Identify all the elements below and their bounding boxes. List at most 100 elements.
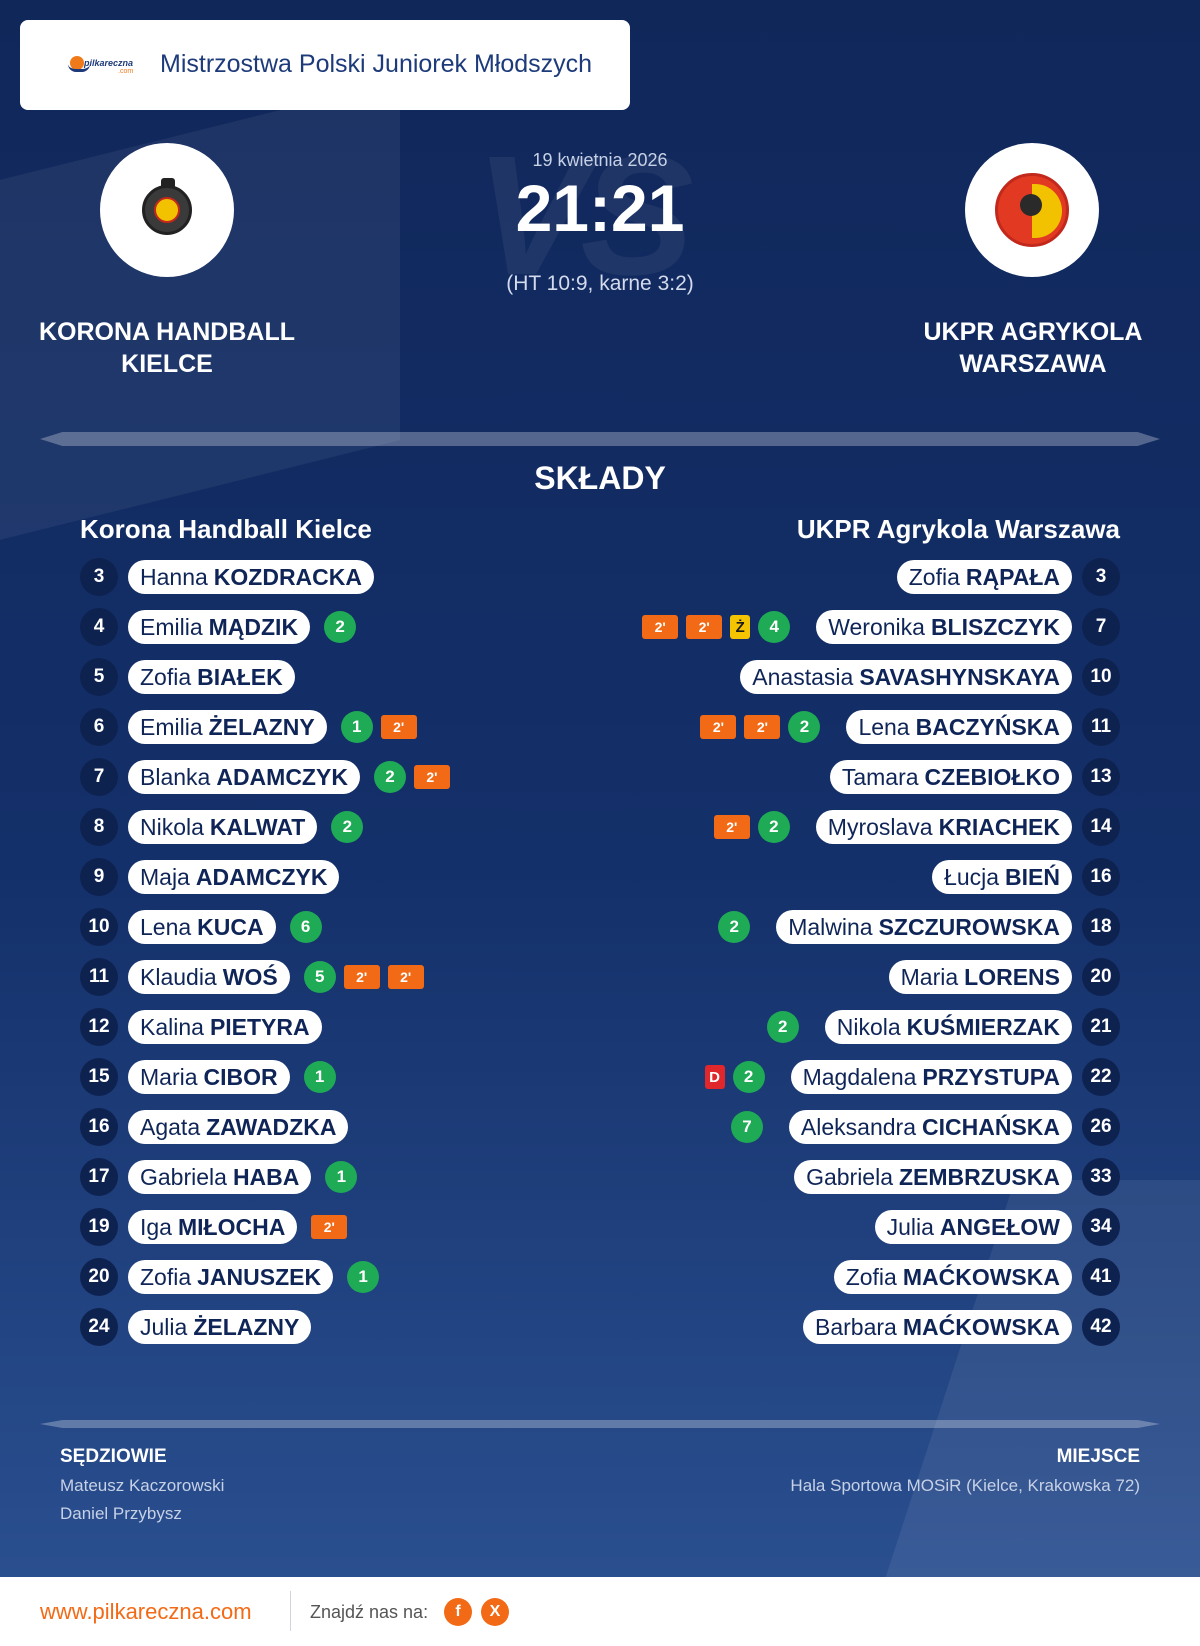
player-number: 16 [80, 1108, 118, 1146]
player-number: 3 [1082, 558, 1120, 596]
player-first-name: Hanna [140, 563, 208, 590]
player-first-name: Zofia [140, 663, 192, 690]
player-first-name: Blanka [140, 763, 211, 790]
home-team-crest [100, 143, 234, 277]
player-number: 20 [1082, 958, 1120, 996]
swoosh-icon [68, 64, 90, 72]
match-date: 19 kwietnia 2026 [532, 150, 668, 170]
player-last-name: PIETYRA [209, 1013, 310, 1040]
player-number: 21 [1082, 1008, 1120, 1046]
player-number: 24 [80, 1308, 118, 1346]
venue-value: Hala Sportowa MOSiR (Kielce, Krakowska 7… [790, 1476, 1140, 1495]
site-link[interactable]: www.pilkareczna.com [40, 1599, 252, 1624]
goals-badge: 7 [730, 1111, 763, 1143]
home-team-name-line1: KORONA HANDBALL [39, 318, 295, 346]
player-last-name: LORENS [964, 963, 1060, 990]
suspension-badge: 2' [744, 715, 781, 739]
player-last-name: ŻELAZNY [208, 713, 315, 740]
player-number: 14 [1082, 808, 1120, 846]
player-name: Kalina PIETYRA [128, 1010, 322, 1044]
away-team-name-line2: WARSZAWA [959, 350, 1107, 378]
player-name: Nikola KALWAT [128, 810, 318, 844]
player-number: 7 [1082, 608, 1120, 646]
player-name: Emilia MĄDZIK [128, 610, 311, 644]
player-number: 41 [1082, 1258, 1120, 1296]
player-last-name: ZEMBRZUSKA [899, 1163, 1060, 1190]
player-first-name: Nikola [140, 813, 204, 840]
match-graphic: VS pilkareczna .com Mistrzostwa Polski J… [0, 0, 1200, 1577]
match-details: (HT 10:9, karne 3:2) [506, 272, 694, 295]
goals-badge: 2 [732, 1061, 765, 1093]
player-last-name: ZAWADZKA [206, 1113, 337, 1140]
player-number: 33 [1082, 1158, 1120, 1196]
away-team-crest [965, 143, 1099, 277]
player-last-name: PRZYSTUPA [922, 1063, 1060, 1090]
player-first-name: Julia [886, 1213, 934, 1240]
player-first-name: Emilia [140, 613, 203, 640]
player-number: 15 [80, 1058, 118, 1096]
player-first-name: Agata [140, 1113, 201, 1140]
player-last-name: BACZYŃSKA [915, 713, 1060, 740]
player-name: Myroslava KRIACHEK [815, 810, 1072, 844]
player-name: Maria CIBOR [128, 1060, 290, 1094]
player-name: Zofia RĄPAŁA [896, 560, 1072, 594]
player-stats: 5 2' 2' [300, 958, 428, 996]
home-team-name: KORONA HANDBALL KIELCE [7, 316, 327, 380]
player-stats: 4 Ż 2' 2' [638, 608, 794, 646]
player-name: Lena BACZYŃSKA [846, 710, 1072, 744]
player-first-name: Lena [140, 913, 192, 940]
player-number: 9 [80, 858, 118, 896]
red-card-badge: D [704, 1065, 725, 1089]
referee-name: Mateusz Kaczorowski [60, 1476, 225, 1495]
player-last-name: SAVASHYNSKAYA [859, 663, 1060, 690]
player-last-name: ADAMCZYK [195, 863, 328, 890]
player-name: Agata ZAWADZKA [128, 1110, 349, 1144]
player-figure-icon [1020, 194, 1042, 216]
player-row: 10 Anastasia SAVASHYNSKAYA [560, 658, 1120, 708]
squads-title: SKŁADY [534, 460, 666, 496]
player-last-name: BLISZCZYK [930, 613, 1060, 640]
suspension-badge: 2' [380, 715, 417, 739]
player-name: Gabriela HABA [128, 1160, 312, 1194]
goals-badge: 1 [325, 1161, 358, 1193]
player-last-name: KRIACHEK [938, 813, 1060, 840]
suspension-badge: 2' [686, 615, 723, 639]
x-icon[interactable]: X [481, 1598, 509, 1626]
player-stats: 2 [320, 608, 360, 646]
player-row: 20 Maria LORENS [560, 958, 1120, 1008]
player-number: 42 [1082, 1308, 1120, 1346]
goals-badge: 2 [757, 811, 790, 843]
player-last-name: CICHAŃSKA [922, 1113, 1060, 1140]
goals-badge: 2 [331, 811, 364, 843]
player-number: 4 [80, 608, 118, 646]
pilkareczna-logo[interactable]: pilkareczna .com [68, 52, 142, 78]
player-last-name: KUCA [197, 913, 264, 940]
goals-badge: 6 [289, 911, 322, 943]
player-row: 3 Zofia RĄPAŁA [560, 558, 1120, 608]
player-number: 6 [80, 708, 118, 746]
player-last-name: MĄDZIK [208, 613, 299, 640]
player-first-name: Anastasia [752, 663, 854, 690]
goals-badge: 1 [340, 711, 373, 743]
player-first-name: Weronika [828, 613, 925, 640]
player-row: 16 Łucja BIEŃ [560, 858, 1120, 908]
player-stats: 2' [307, 1208, 351, 1246]
player-number: 8 [80, 808, 118, 846]
player-number: 18 [1082, 908, 1120, 946]
player-number: 22 [1082, 1058, 1120, 1096]
find-us-label: Znajdź nas na: [310, 1602, 429, 1622]
referee-name: Daniel Przybysz [60, 1504, 182, 1523]
player-number: 34 [1082, 1208, 1120, 1246]
player-name: Aleksandra CICHAŃSKA [788, 1110, 1072, 1144]
suspension-badge: 2' [413, 765, 450, 789]
agrykola-crest-icon [995, 173, 1069, 247]
suspension-badge: 2' [700, 715, 737, 739]
goals-badge: 1 [347, 1261, 380, 1293]
player-last-name: MIŁOCHA [177, 1213, 286, 1240]
competition-header: pilkareczna .com Mistrzostwa Polski Juni… [20, 20, 630, 110]
player-last-name: JANUSZEK [197, 1263, 322, 1290]
player-stats: 1 [343, 1258, 383, 1296]
ball-icon [154, 197, 180, 223]
facebook-icon[interactable]: f [444, 1598, 472, 1626]
away-squad-title: UKPR Agrykola Warszawa [796, 514, 1120, 544]
